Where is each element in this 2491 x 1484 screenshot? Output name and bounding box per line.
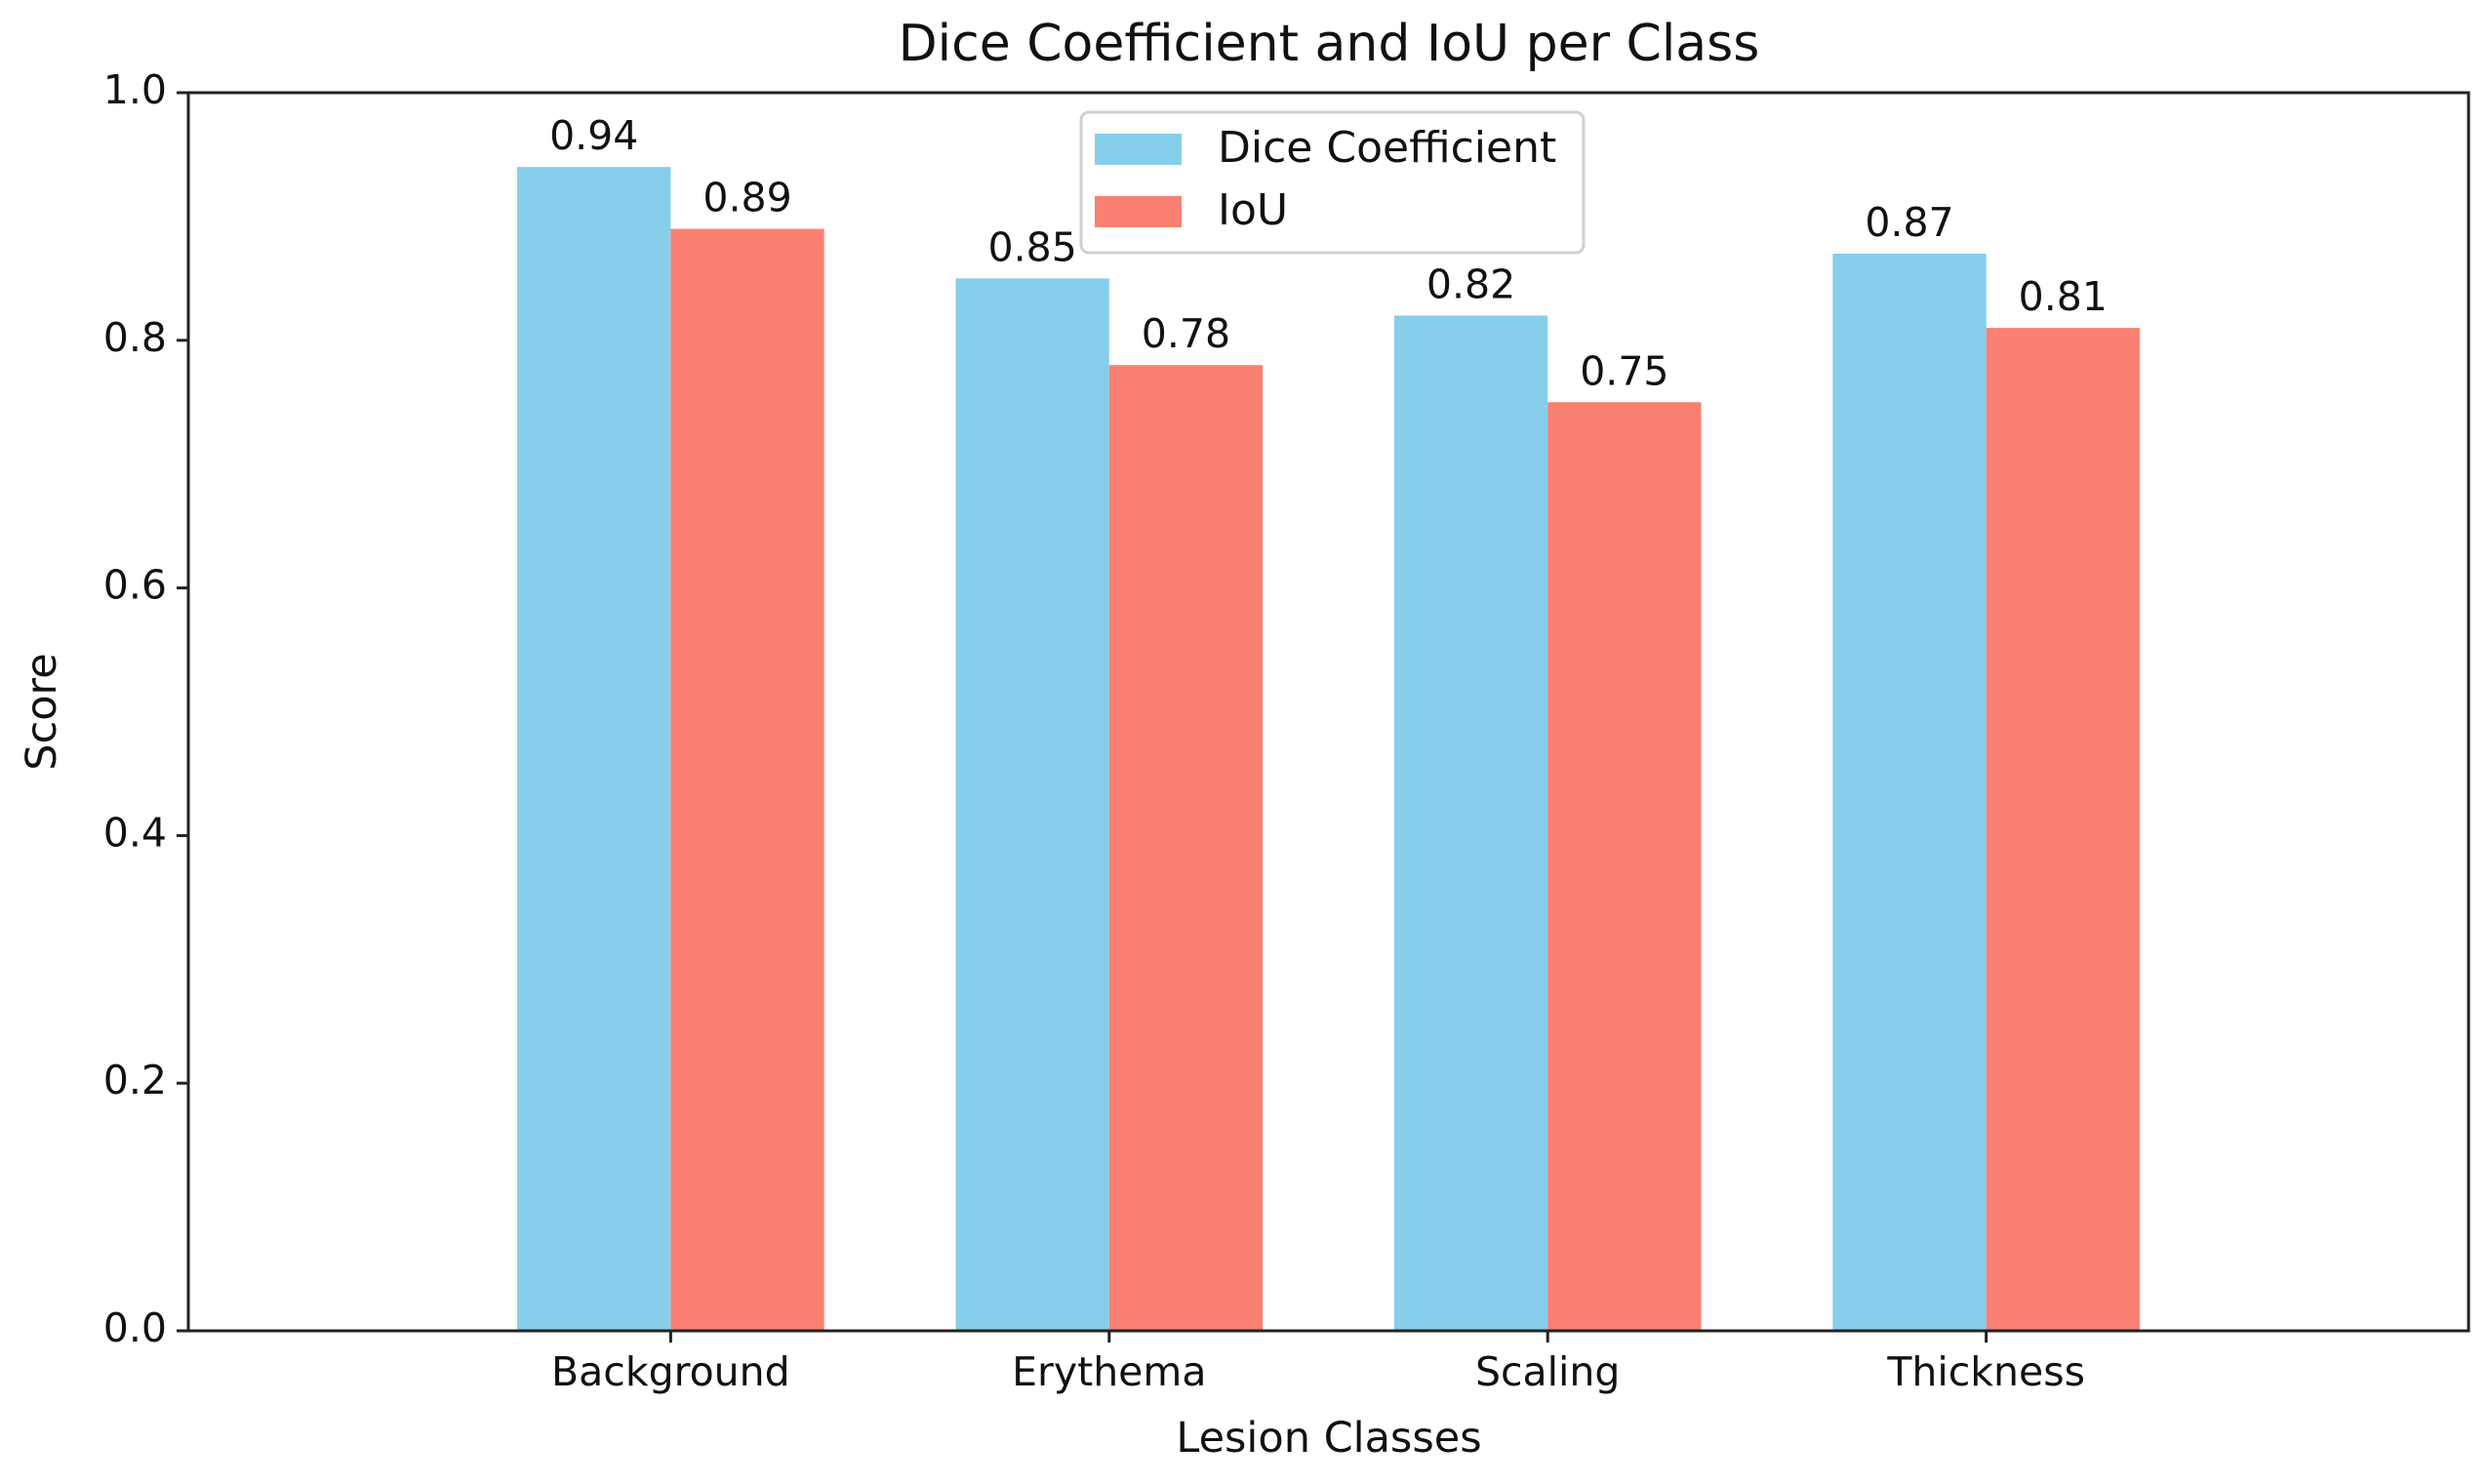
bar-iou-background — [670, 228, 824, 1332]
bar-marks — [517, 167, 2140, 1332]
y-tick-label: 0.2 — [103, 1057, 167, 1103]
bar-value-labels: 0.94 0.89 0.85 0.78 0.82 0.75 0.87 0.81 — [549, 112, 2108, 394]
legend-label-dice: Dice Coefficient — [1218, 123, 1556, 173]
x-axis-ticks: Background Erythema Scaling Thickness — [551, 1331, 2085, 1395]
bar-label-dice-scaling: 0.82 — [1426, 261, 1515, 307]
bar-label-dice-thickness: 0.87 — [1865, 199, 1953, 246]
chart-title: Dice Coefficient and IoU per Class — [899, 15, 1760, 73]
bar-label-dice-erythema: 0.85 — [987, 223, 1076, 270]
legend: Dice Coefficient IoU — [1079, 110, 1586, 255]
y-tick-label: 0.0 — [103, 1304, 167, 1351]
y-tick-label: 0.4 — [103, 809, 167, 856]
y-axis-label: Score — [18, 653, 66, 770]
y-axis-ticks: 0.0 0.2 0.4 0.6 0.8 1.0 — [103, 66, 188, 1351]
bar-label-iou-scaling: 0.75 — [1580, 347, 1668, 394]
bar-dice-scaling — [1393, 315, 1548, 1331]
bar-iou-scaling — [1547, 402, 1702, 1331]
x-tick-label-thickness: Thickness — [1886, 1348, 2085, 1395]
bar-dice-thickness — [1832, 253, 1987, 1332]
legend-label-iou: IoU — [1218, 185, 1288, 235]
y-tick-label: 0.8 — [103, 314, 167, 361]
bar-iou-erythema — [1108, 365, 1264, 1331]
y-tick-label: 0.6 — [103, 562, 167, 609]
bar-dice-background — [517, 167, 671, 1331]
x-tick-label-scaling: Scaling — [1475, 1348, 1621, 1395]
x-tick-label-background: Background — [551, 1348, 790, 1395]
x-tick-label-erythema: Erythema — [1012, 1348, 1206, 1395]
legend-swatch-dice — [1095, 134, 1182, 165]
bar-label-dice-background: 0.94 — [549, 112, 638, 159]
bar-iou-thickness — [1986, 328, 2140, 1331]
bar-label-iou-thickness: 0.81 — [2019, 273, 2108, 320]
bar-label-iou-erythema: 0.78 — [1142, 310, 1230, 357]
x-axis-label: Lesion Classes — [1176, 1414, 1481, 1463]
bar-dice-erythema — [955, 278, 1109, 1332]
bar-label-iou-background: 0.89 — [703, 175, 791, 221]
plot-frame — [186, 91, 2471, 1333]
y-tick-label: 1.0 — [103, 66, 167, 113]
legend-swatch-iou — [1095, 196, 1182, 227]
legend-box — [1079, 110, 1586, 255]
